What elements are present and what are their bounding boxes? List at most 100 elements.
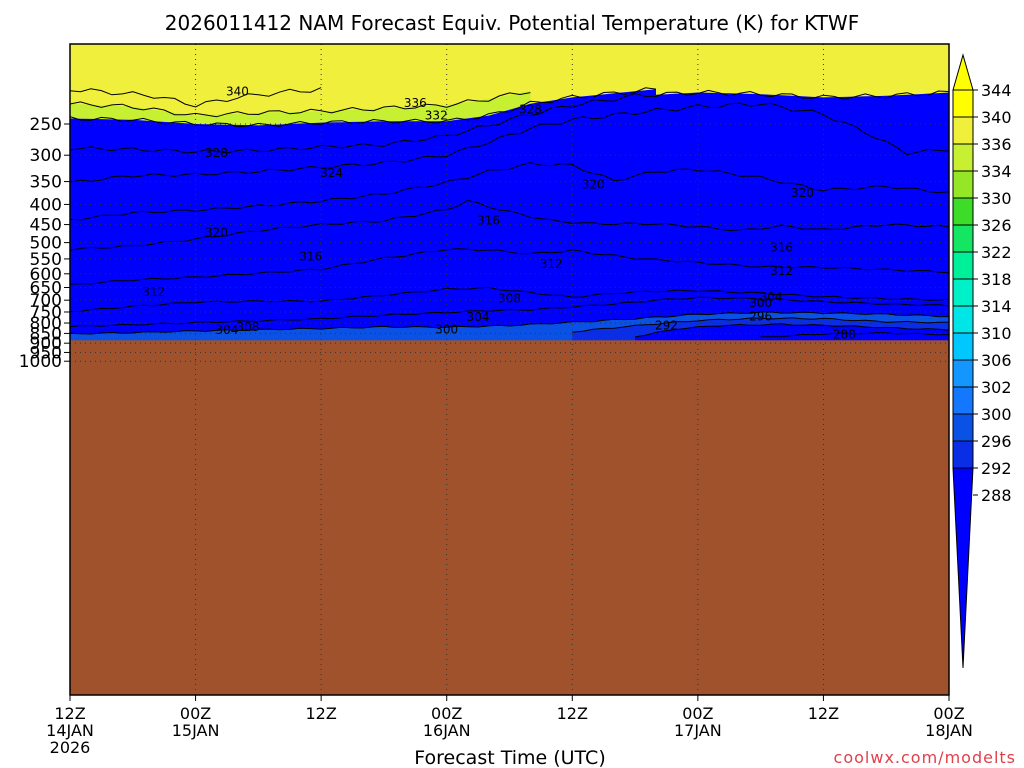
contour-label-312: 312 xyxy=(142,285,165,299)
colorbar-label-288: 288 xyxy=(981,486,1012,505)
contour-label-316: 316 xyxy=(477,214,500,228)
y-tick-label-950: 950 xyxy=(30,343,62,363)
contour-label-320: 320 xyxy=(791,186,814,200)
contour-304 xyxy=(70,296,949,328)
contour-292 xyxy=(635,323,949,338)
contour-label-320: 320 xyxy=(205,225,228,239)
colorbar-label-326: 326 xyxy=(981,216,1012,235)
colorbar-box-9 xyxy=(952,332,974,361)
y-tick-label-750: 750 xyxy=(30,303,62,323)
colorbar-box-2 xyxy=(952,143,974,172)
contour-label-308: 308 xyxy=(236,320,259,334)
y-tick-label-250: 250 xyxy=(30,115,62,135)
plot-area xyxy=(70,44,949,695)
colorbar-label-302: 302 xyxy=(981,378,1012,397)
colorbar-box-6 xyxy=(952,251,974,280)
contour-label-288: 288 xyxy=(833,328,856,342)
contour-label-336: 336 xyxy=(404,96,427,110)
contour-label-328: 328 xyxy=(519,103,542,117)
y-axis-ticks: 250 300 3504004505005506006507007508008509… xyxy=(19,115,70,372)
contour-296 xyxy=(572,317,949,333)
x-tick-label-top-60: 00Z xyxy=(682,704,713,723)
x-tick-label-bottom-60: 17JAN xyxy=(674,721,722,740)
y-tick-label-550: 550 xyxy=(30,250,62,270)
contour-label-296: 296 xyxy=(749,309,772,323)
x-tick-label-top-24: 12Z xyxy=(305,704,336,723)
colorbar: 344 340 336 334 330 326 322 318 314 310 306 302 300 2… xyxy=(952,53,1012,669)
x-tick-label-top-48: 12Z xyxy=(557,704,588,723)
contour-label-316: 316 xyxy=(299,249,322,263)
contour-label-292: 292 xyxy=(655,318,678,332)
colorbar-label-334: 334 xyxy=(981,162,1012,181)
x-tick-label-top-72: 12Z xyxy=(808,704,839,723)
colorbar-box-12 xyxy=(952,413,974,442)
colorbar-label-310: 310 xyxy=(981,324,1012,343)
y-tick-label-400: 400 xyxy=(30,195,62,215)
contour-288 xyxy=(760,332,949,338)
colorbar-label-318: 318 xyxy=(981,270,1012,289)
colorbar-box-1 xyxy=(952,116,974,145)
contour-label-308: 308 xyxy=(498,291,521,305)
colorbar-box-7 xyxy=(952,278,974,307)
x-tick-label-top-36: 00Z xyxy=(431,704,462,723)
contour-label-304: 304 xyxy=(467,310,490,324)
colorbar-label-344: 344 xyxy=(981,81,1012,100)
colorbar-box-10 xyxy=(952,359,974,388)
chart-title: 2026011412 NAM Forecast Equiv. Potential… xyxy=(165,11,859,35)
colorbar-label-314: 314 xyxy=(981,297,1012,316)
x-tick-label-bottom-84: 18JAN xyxy=(925,721,973,740)
x-axis-label: Forecast Time (UTC) xyxy=(414,747,605,768)
contour-label-304: 304 xyxy=(216,323,239,337)
colorbar-label-296: 296 xyxy=(981,432,1012,451)
contour-label-300: 300 xyxy=(435,322,458,336)
x-tick-label-top-84: 00Z xyxy=(933,704,964,723)
watermark-text: coolwx.com/modelts xyxy=(834,748,1016,767)
contour-label-320: 320 xyxy=(582,177,605,191)
contour-336 xyxy=(70,92,531,118)
contour-label-332: 332 xyxy=(425,109,448,123)
contour-label-300: 300 xyxy=(749,296,772,310)
contour-label-328: 328 xyxy=(205,146,228,160)
contour-340 xyxy=(70,87,322,108)
colorbar-label-336: 336 xyxy=(981,135,1012,154)
colorbar-label-340: 340 xyxy=(981,108,1012,127)
contour-label-312: 312 xyxy=(770,264,793,278)
y-tick-label-500: 500 xyxy=(30,234,62,254)
x-tick-label-bottom-0: 14JAN xyxy=(46,721,94,740)
plot-frame xyxy=(69,43,950,696)
colorbar-box-11 xyxy=(952,386,974,415)
contour-328 xyxy=(70,89,949,154)
y-tick-label-350: 350 xyxy=(30,173,62,193)
contour-324 xyxy=(70,102,949,183)
contour-316 xyxy=(70,199,949,251)
y-tick-label-800: 800 xyxy=(30,314,62,334)
y-tick-label-300: 300 xyxy=(30,146,62,166)
contour-312 xyxy=(70,248,949,285)
y-tick-label-850: 850 xyxy=(30,324,62,344)
contour-300 xyxy=(70,311,949,335)
y-tick-label-650: 650 xyxy=(30,278,62,298)
colorbar-label-292: 292 xyxy=(981,459,1012,478)
y-tick-label-450: 450 xyxy=(30,216,62,236)
contour-label-324: 324 xyxy=(320,166,343,180)
contour-label-316: 316 xyxy=(770,240,793,254)
contour-308 xyxy=(70,286,949,313)
y-tick-label-700: 700 xyxy=(30,291,62,311)
y-tick-label-600: 600 xyxy=(30,265,62,285)
colorbar-label-300: 300 xyxy=(981,405,1012,424)
x-tick-label-bottom-36: 16JAN xyxy=(423,721,471,740)
colorbar-box-13 xyxy=(952,440,974,469)
contour-332 xyxy=(70,87,657,128)
colorbar-box-0 xyxy=(952,89,974,118)
contour-320 xyxy=(70,162,949,221)
ground-fill xyxy=(70,340,949,695)
x-tick-label-extra-0: 2026 xyxy=(50,738,91,757)
colorbar-label-322: 322 xyxy=(981,243,1012,262)
colorbar-box-4 xyxy=(952,197,974,226)
x-tick-label-top-0: 12Z xyxy=(54,704,85,723)
y-tick-label-1000: 1000 xyxy=(19,352,62,372)
colorbar-box-8 xyxy=(952,305,974,334)
